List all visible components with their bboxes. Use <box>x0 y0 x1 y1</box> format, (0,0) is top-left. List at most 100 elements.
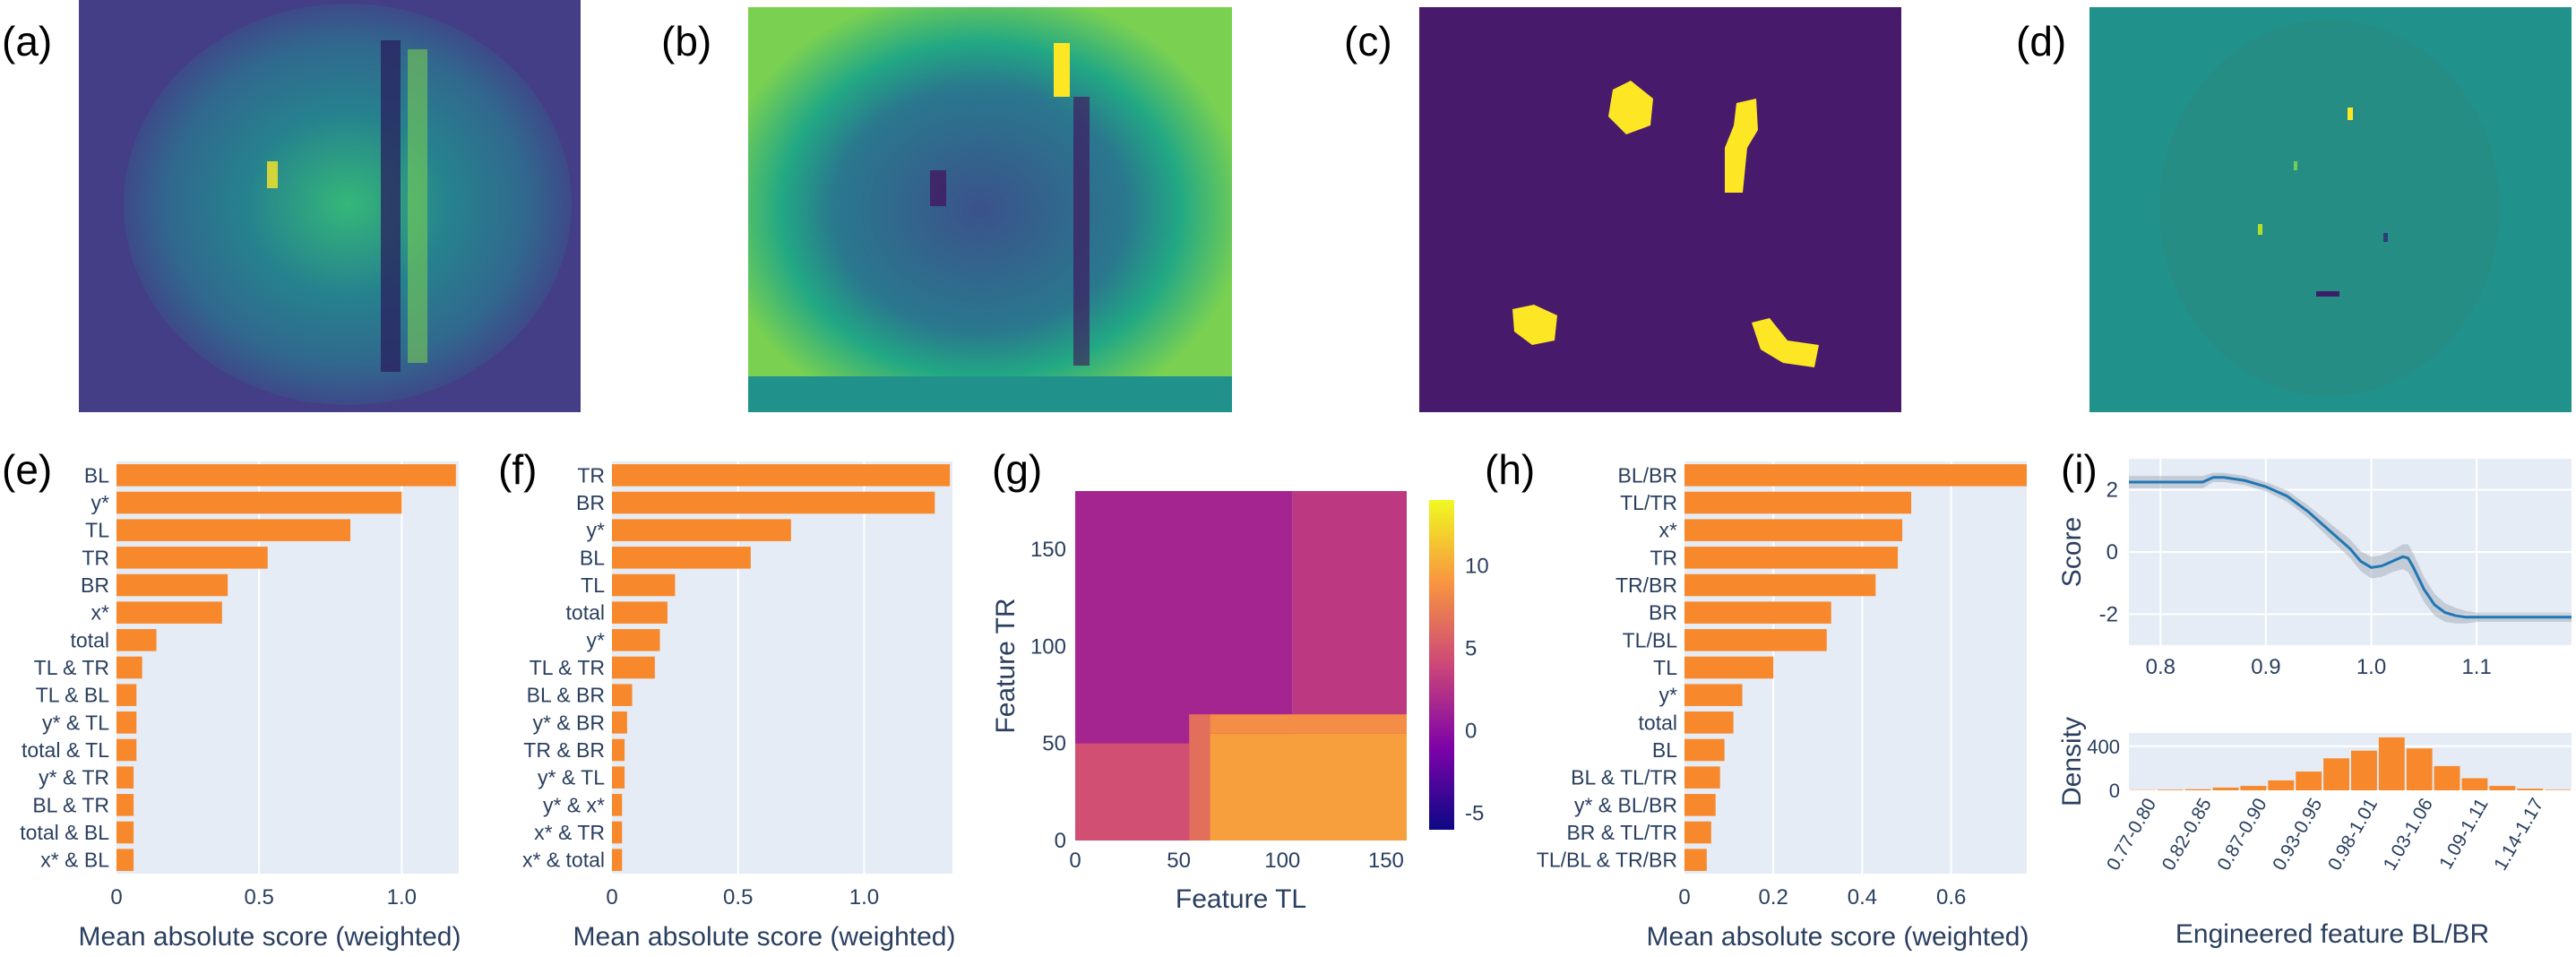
x-tick-label: 0.5 <box>723 885 753 910</box>
category-label: BR & TL/TR <box>1566 821 1677 844</box>
panel-label-f: (f) <box>498 446 537 493</box>
bar <box>612 547 751 569</box>
category-label: y* <box>1659 684 1678 707</box>
category-label: y* & x* <box>543 793 605 816</box>
category-label: BR <box>1649 601 1677 625</box>
category-label: TR <box>577 463 605 487</box>
bar <box>1684 573 1876 597</box>
x-tick-label: 1.0 <box>2356 655 2386 679</box>
bar <box>1684 547 1899 569</box>
y-tick-label: -2 <box>2099 602 2118 626</box>
colorbar-tick-label: 0 <box>1465 720 1477 744</box>
category-label: total <box>566 601 605 625</box>
category-label: BL <box>1652 738 1677 762</box>
category-label: x* & BL <box>40 849 109 872</box>
heatmap-cell <box>1292 491 1407 744</box>
bar <box>612 794 623 816</box>
bar <box>116 794 134 816</box>
x-tick-label: 100 <box>1264 849 1300 873</box>
histogram-bar <box>2545 789 2571 790</box>
category-label: BR <box>576 491 605 514</box>
bar <box>116 684 137 706</box>
category-label: total <box>71 628 109 651</box>
panel-label-g: (g) <box>992 446 1042 493</box>
category-label: y* <box>587 628 606 651</box>
bar <box>612 656 655 679</box>
histogram-bar <box>2212 787 2239 790</box>
bar <box>612 573 676 597</box>
histogram-bar <box>2240 786 2267 790</box>
bar <box>1684 601 1831 624</box>
panel-label-h: (h) <box>1485 446 1535 493</box>
category-label: TR <box>82 546 109 569</box>
histogram-bar <box>2157 789 2184 790</box>
x-tick-label: 0.9 <box>2251 655 2280 679</box>
category-label: TR/BR <box>1615 573 1677 597</box>
category-label: TL <box>581 573 605 597</box>
category-label: BL/BR <box>1618 463 1677 487</box>
bar <box>612 629 660 651</box>
heatmap-cell <box>1189 714 1210 841</box>
x-axis-title: Engineered feature BL/BR <box>2175 919 2489 949</box>
x-tick-label: 1.0 <box>849 885 879 910</box>
x-tick-label: 0.6 <box>1936 885 1966 910</box>
histogram-bar <box>2517 789 2544 790</box>
bar <box>1684 656 1774 679</box>
x-tick-label: 0.77-0.80 <box>2103 795 2160 874</box>
x-tick-label: 150 <box>1368 849 1404 873</box>
x-tick-label: 1.09-1.11 <box>2435 795 2493 873</box>
bar <box>1684 849 1707 871</box>
bar <box>116 547 268 569</box>
category-label: total & TL <box>22 738 109 762</box>
colorbar <box>1429 500 1454 830</box>
panel-label-a: (a) <box>2 18 52 65</box>
bar <box>612 601 668 624</box>
bar <box>116 519 351 541</box>
bar <box>116 711 137 734</box>
bar <box>116 491 402 514</box>
x-tick-label: 1.03-1.06 <box>2380 795 2437 874</box>
x-tick-label: 1.0 <box>387 885 417 910</box>
category-label: TL <box>85 519 109 542</box>
bar <box>1684 738 1725 762</box>
histogram-bar <box>2406 748 2433 790</box>
bar <box>1684 766 1720 789</box>
bar <box>612 738 625 762</box>
category-label: TL/TR <box>1620 491 1677 514</box>
x-tick-label: 0.82-0.85 <box>2158 795 2216 874</box>
score-line <box>2129 476 2572 619</box>
x-tick-label: 1.1 <box>2461 655 2491 679</box>
y-axis-title: Score <box>2057 517 2087 587</box>
x-tick-label: 0.4 <box>1848 885 1877 910</box>
x-axis-title: Mean absolute score (weighted) <box>79 922 461 952</box>
category-label: total <box>1639 711 1677 734</box>
y-tick-label: 400 <box>2087 736 2120 758</box>
category-label: BL & TL/TR <box>1571 766 1677 789</box>
bar <box>116 656 142 679</box>
category-label: x* <box>1659 519 1678 542</box>
category-label: TL & TR <box>34 656 109 679</box>
category-label: BL <box>580 546 605 569</box>
bar <box>612 821 623 844</box>
x-tick-label: 1.14-1.17 <box>2490 795 2547 874</box>
category-label: BL & TR <box>32 793 109 816</box>
category-label: TL/BL <box>1623 628 1678 651</box>
histogram-bar <box>2268 780 2295 790</box>
category-label: TR & BR <box>523 738 605 762</box>
x-axis-title: Feature TL <box>1176 884 1306 914</box>
category-label: y* & BR <box>532 711 605 734</box>
bar <box>116 464 456 487</box>
colorbar-tick-label: 10 <box>1465 555 1489 579</box>
x-tick-label: 0 <box>1069 849 1081 873</box>
y-tick-label: 150 <box>1030 538 1066 562</box>
heatmap-cell <box>1210 714 1407 734</box>
y-axis-title: Feature TR <box>991 598 1021 733</box>
chart-e-feature-importance: 0 0.5 1.0 BL y* TL TR BR x* total TL & TR TL & BL y*… <box>20 461 461 952</box>
category-label: y* & TR <box>39 766 109 789</box>
panel-label-d: (d) <box>2016 18 2066 65</box>
category-label: TR <box>1650 546 1677 569</box>
x-tick-label: 0.98-1.01 <box>2324 795 2382 874</box>
bar <box>1684 519 1903 541</box>
histogram-bar <box>2461 778 2488 790</box>
